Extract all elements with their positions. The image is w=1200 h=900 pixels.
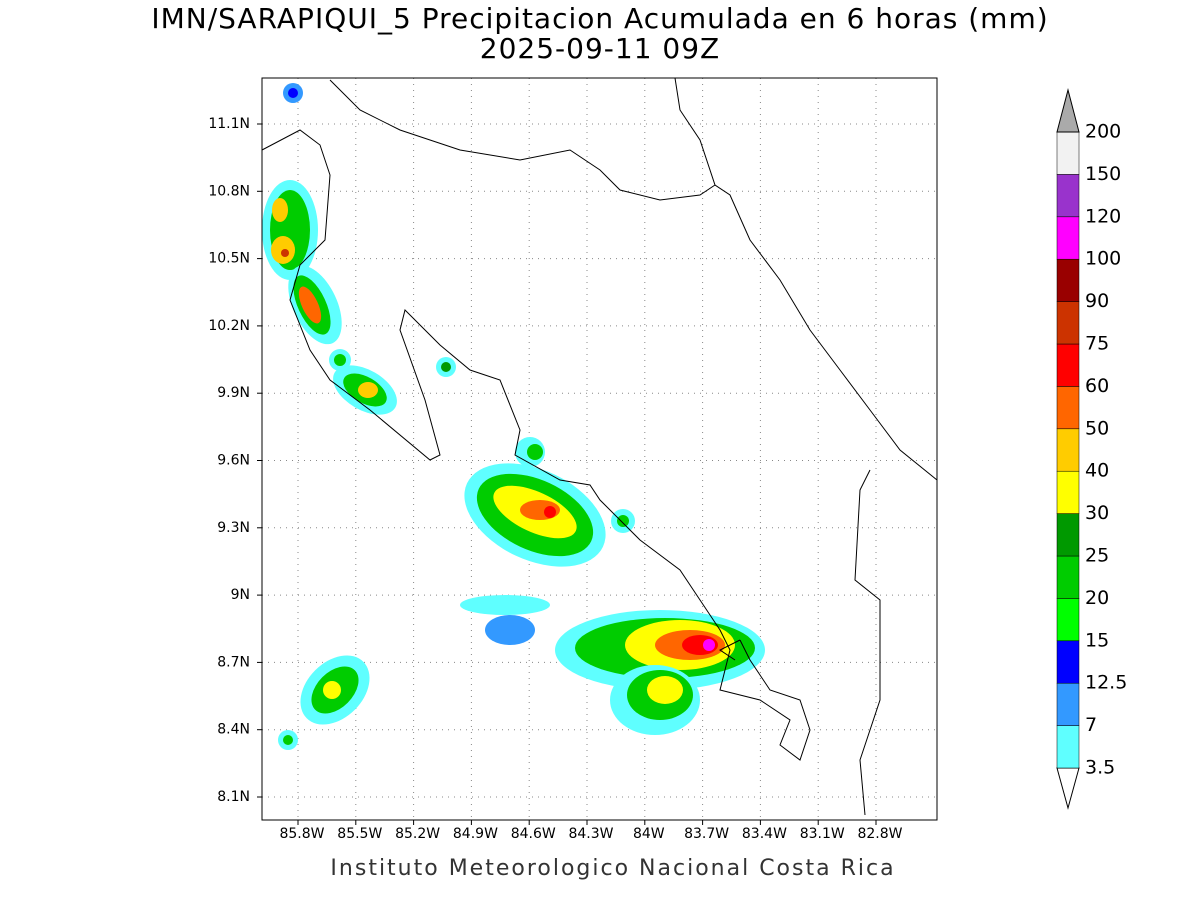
- colorbar-label: 12.5: [1085, 672, 1127, 694]
- color-segment: [1056, 725, 1080, 769]
- map-background: [262, 78, 937, 820]
- color-segment: [1056, 513, 1080, 557]
- lon-label: 84.9W: [453, 826, 498, 842]
- lon-label: 83.7W: [684, 826, 729, 842]
- lat-label: 10.8N: [208, 183, 250, 199]
- lon-label: 85.8W: [279, 826, 324, 842]
- colorbar-label: 100: [1085, 248, 1121, 270]
- footer: Instituto Meteorologico Nacional Costa R…: [330, 856, 895, 881]
- color-segment: [1056, 343, 1080, 387]
- colorbar-label: 60: [1085, 375, 1109, 397]
- lon-label: 83.1W: [800, 826, 845, 842]
- lat-label: 8.4N: [217, 722, 250, 738]
- title: IMN/SARAPIQUI_5 Precipitacion Acumulada …: [151, 2, 1048, 35]
- map-frame: [261, 77, 938, 821]
- lat-label: 9.3N: [217, 520, 250, 536]
- lat-label: 11.1N: [208, 116, 250, 132]
- subtitle: 2025-09-11 09Z: [480, 32, 720, 65]
- colorbar-label: 75: [1085, 333, 1109, 355]
- colorbar-label: 15: [1085, 629, 1109, 651]
- precipitation: [262, 83, 765, 750]
- colorbar-label: 30: [1085, 502, 1109, 524]
- colorbar: 3.5 7 12.5 15 20 25 30 40 50 60 75 90 100 120 150 200: [1056, 88, 1127, 810]
- colorbar-label: 90: [1085, 290, 1109, 312]
- colorbar-label: 3.5: [1085, 757, 1115, 779]
- coastlines: [261, 77, 938, 816]
- colorbar-label: 20: [1085, 587, 1109, 609]
- lon-label: 85.5W: [337, 826, 382, 842]
- colorbar-label: 40: [1085, 460, 1109, 482]
- color-segment: [1056, 216, 1080, 260]
- colorbar-label: 7: [1085, 714, 1097, 736]
- color-segment: [1056, 301, 1080, 345]
- lat-label: 9.6N: [217, 453, 250, 469]
- colorbar-label: 120: [1085, 205, 1121, 227]
- lon-label: 84W: [633, 826, 665, 842]
- lat-label: 8.1N: [217, 789, 250, 805]
- lon-label: 84.3W: [568, 826, 613, 842]
- colorbar-label: 50: [1085, 417, 1109, 439]
- lat-label: 8.7N: [217, 654, 250, 670]
- color-segment: [1056, 598, 1080, 642]
- map-area: [261, 77, 938, 821]
- color-segment: [1056, 428, 1080, 472]
- color-segment: [1056, 470, 1080, 514]
- colorbar-label: 150: [1085, 163, 1121, 185]
- over-triangle: [1056, 88, 1080, 133]
- color-segment: [1056, 258, 1080, 302]
- lat-label: 10.5N: [208, 251, 250, 267]
- color-segment: [1056, 386, 1080, 430]
- colorbar-label: 25: [1085, 545, 1109, 567]
- color-segment: [1056, 640, 1080, 684]
- color-segment: [1056, 555, 1080, 599]
- lon-label: 83.4W: [742, 826, 787, 842]
- under-triangle: [1056, 767, 1080, 810]
- color-segment: [1056, 174, 1080, 218]
- lon-label: 84.6W: [511, 826, 556, 842]
- lat-label: 9N: [231, 587, 250, 603]
- lat-label: 9.9N: [217, 385, 250, 401]
- colorbar-label: 200: [1085, 121, 1121, 143]
- color-segment: [1056, 131, 1080, 175]
- color-segment: [1056, 682, 1080, 726]
- lon-label: 85.2W: [395, 826, 440, 842]
- lon-label: 82.8W: [857, 826, 902, 842]
- lat-label: 10.2N: [208, 318, 250, 334]
